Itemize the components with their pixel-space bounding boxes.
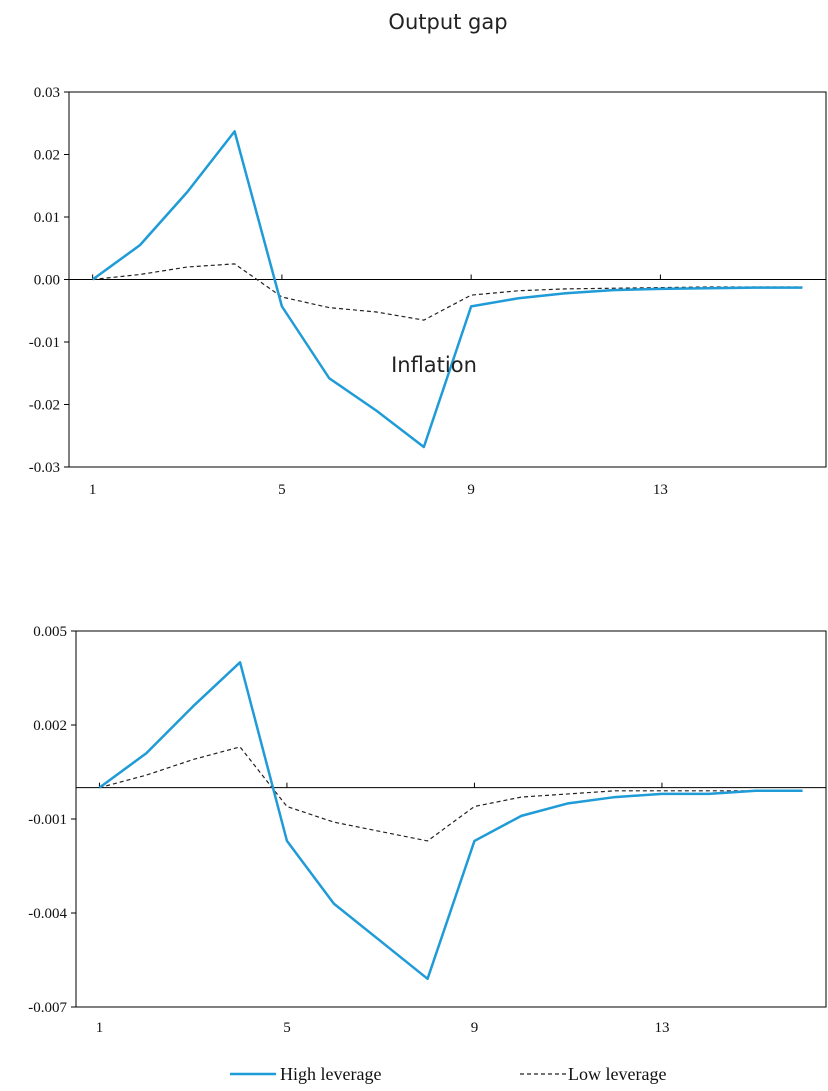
inflation-y-tick-label: -0.001	[28, 812, 67, 828]
inflation-x-tick-label: 9	[471, 1020, 479, 1036]
inflation-y-tick-label: 0.005	[33, 624, 67, 640]
output-gap-y-tick-label: 0.02	[34, 148, 60, 164]
inflation-y-tick-label: -0.004	[28, 906, 67, 922]
output-gap-series-high-leverage	[91, 130, 803, 449]
output-gap-series-low-leverage	[92, 263, 803, 321]
inflation-panel: Inflation 0.005 0.002 -0.001 -0.004 -0.007 1 5…	[28, 353, 827, 1036]
output-gap-panel: Output gap 0.03 0.02 0.01 0.00 -0.01 -0.02 -0.…	[29, 10, 827, 498]
output-gap-x-tick-label: 13	[653, 482, 668, 498]
inflation-plot-frame	[75, 630, 827, 1008]
output-gap-x-tick-label: 5	[278, 482, 286, 498]
output-gap-y-tick-label: 0.00	[34, 273, 60, 289]
legend-label-low-leverage: Low leverage	[568, 1064, 666, 1084]
inflation-y-tick-label: -0.007	[28, 1000, 67, 1016]
output-gap-x-tick-label: 9	[467, 482, 475, 498]
output-gap-y-tick-label: 0.01	[34, 210, 60, 226]
output-gap-x-tick-label: 1	[89, 482, 97, 498]
inflation-x-tick-label: 5	[283, 1020, 291, 1036]
inflation-x-tick-label: 1	[96, 1020, 104, 1036]
inflation-x-tick-label: 13	[654, 1020, 669, 1036]
inflation-title: Inflation	[391, 353, 477, 377]
inflation-series-low-leverage	[99, 746, 803, 842]
output-gap-y-tick-label: -0.01	[29, 335, 60, 351]
inflation-series-high-leverage	[98, 661, 803, 981]
output-gap-y-tick-label: -0.03	[29, 460, 60, 476]
legend: High leverage Low leverage	[230, 1064, 666, 1084]
inflation-y-tick-label: 0.002	[33, 718, 67, 734]
legend-label-high-leverage: High leverage	[280, 1064, 381, 1084]
output-gap-y-tick-label: -0.02	[29, 398, 60, 414]
output-gap-title: Output gap	[388, 10, 507, 34]
output-gap-y-tick-label: 0.03	[34, 85, 60, 101]
